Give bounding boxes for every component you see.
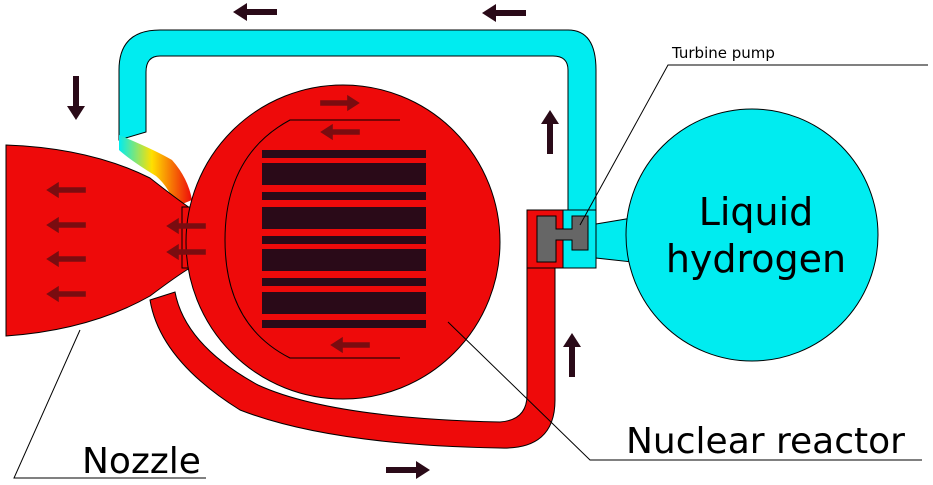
nozzle-label: Nozzle — [82, 441, 201, 482]
arrow-icon — [233, 3, 277, 21]
fuel-rod — [262, 192, 426, 200]
arrow-icon — [46, 285, 86, 303]
arrow-icon — [166, 243, 206, 261]
fuel-rod — [262, 236, 426, 244]
reactor-inner-channel — [224, 119, 400, 359]
transition-section — [119, 135, 192, 207]
arrow-icon — [541, 110, 559, 154]
liquid-hydrogen-label-line2: hydrogen — [666, 237, 846, 281]
arrow-icon — [330, 336, 370, 354]
arrow-icon — [46, 216, 86, 234]
reactor-leader — [447, 321, 922, 461]
flow-arrows — [46, 3, 581, 479]
fuel-rod — [262, 320, 426, 328]
arrow-icon — [46, 181, 86, 199]
nozzle-leader — [13, 329, 206, 479]
fuel-rod — [262, 292, 426, 314]
arrow-icon — [320, 123, 360, 141]
fuel-rods — [262, 150, 426, 328]
fuel-rod — [262, 150, 426, 158]
turbine-pump-leader — [579, 64, 928, 226]
nuclear-reactor-label: Nuclear reactor — [626, 421, 905, 462]
arrow-icon — [320, 94, 360, 112]
arrow-icon — [46, 250, 86, 268]
arrow-icon — [166, 217, 206, 235]
arrow-icon — [67, 76, 85, 120]
turbine-pump-rotor — [536, 215, 589, 263]
liquid-hydrogen-label-line1: Liquid — [699, 190, 814, 234]
fuel-rod — [262, 163, 426, 185]
liquid-hydrogen-tank — [625, 108, 879, 362]
fuel-rod — [262, 278, 426, 286]
turbine-pump-label: Turbine pump — [671, 44, 775, 62]
fuel-rod — [262, 207, 426, 229]
arrow-icon — [386, 461, 430, 479]
fuel-rod — [262, 249, 426, 271]
hot-return-line — [149, 267, 556, 449]
arrow-icon — [482, 4, 526, 22]
arrow-icon — [563, 333, 581, 377]
